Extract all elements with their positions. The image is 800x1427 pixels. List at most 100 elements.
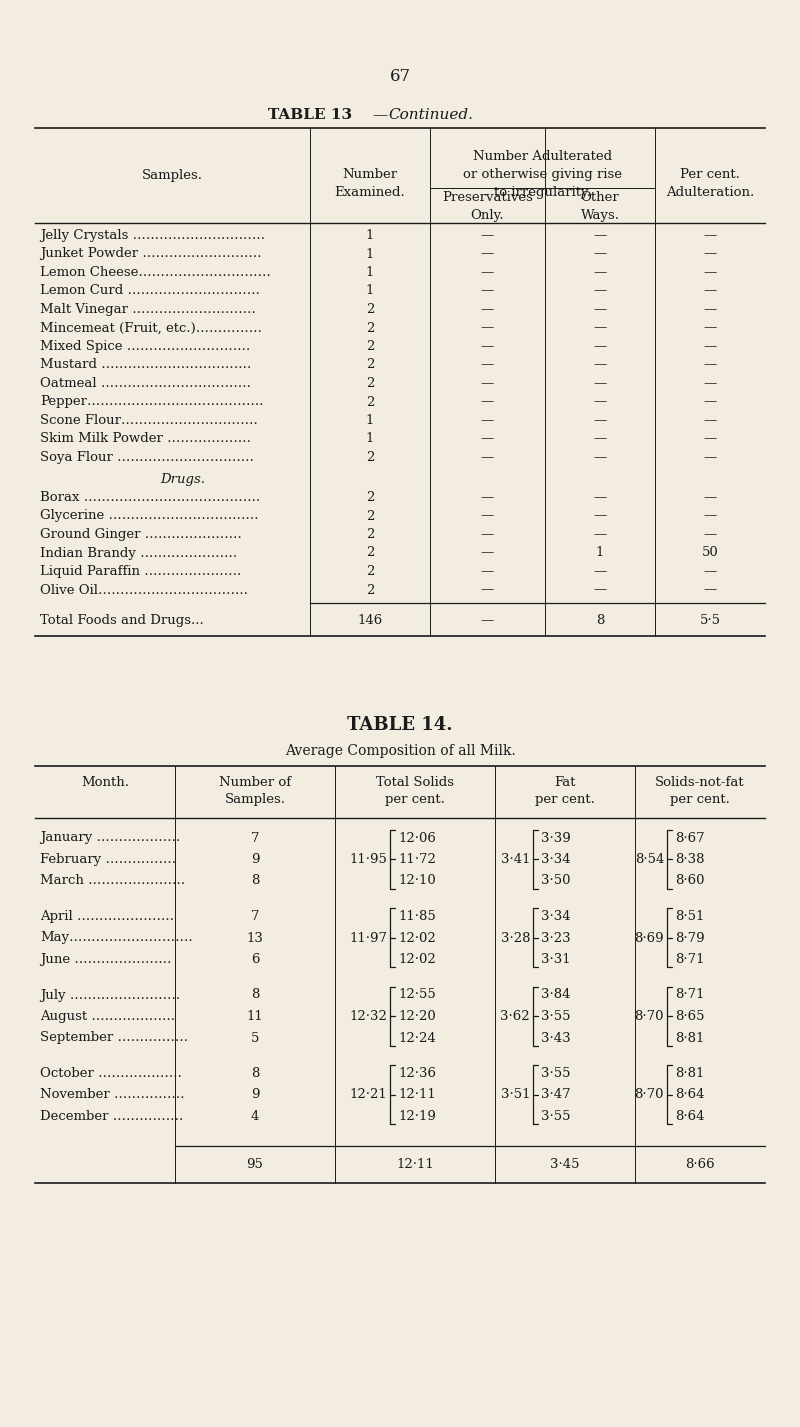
Text: Malt Vinegar ……………………….: Malt Vinegar ………………………. bbox=[40, 303, 256, 315]
Text: 3·39: 3·39 bbox=[541, 832, 570, 845]
Text: 8·38: 8·38 bbox=[675, 853, 705, 866]
Text: —: — bbox=[703, 228, 717, 243]
Text: 8·64: 8·64 bbox=[675, 1089, 705, 1102]
Text: 5·5: 5·5 bbox=[699, 614, 721, 626]
Text: —: — bbox=[481, 395, 494, 408]
Text: November …………….: November ……………. bbox=[40, 1089, 185, 1102]
Text: —: — bbox=[481, 284, 494, 297]
Text: —: — bbox=[703, 565, 717, 578]
Text: 1: 1 bbox=[366, 247, 374, 261]
Text: 8·70: 8·70 bbox=[634, 1089, 664, 1102]
Text: Other
Ways.: Other Ways. bbox=[581, 191, 619, 223]
Text: 11: 11 bbox=[246, 1010, 263, 1023]
Text: 3·55: 3·55 bbox=[541, 1067, 570, 1080]
Text: 1: 1 bbox=[366, 414, 374, 427]
Text: 12·02: 12·02 bbox=[398, 932, 436, 945]
Text: —: — bbox=[594, 451, 606, 464]
Text: 2: 2 bbox=[366, 321, 374, 334]
Text: 3·34: 3·34 bbox=[541, 853, 570, 866]
Text: TABLE 13: TABLE 13 bbox=[268, 108, 352, 121]
Text: 12·19: 12·19 bbox=[398, 1110, 436, 1123]
Text: 8·67: 8·67 bbox=[675, 832, 705, 845]
Text: 8: 8 bbox=[251, 989, 259, 1002]
Text: 5: 5 bbox=[251, 1032, 259, 1045]
Text: 3·55: 3·55 bbox=[541, 1010, 570, 1023]
Text: 3·41: 3·41 bbox=[501, 853, 530, 866]
Text: —: — bbox=[703, 303, 717, 315]
Text: —: — bbox=[703, 509, 717, 522]
Text: —: — bbox=[481, 247, 494, 261]
Text: —: — bbox=[481, 265, 494, 280]
Text: Per cent.
Adulteration.: Per cent. Adulteration. bbox=[666, 167, 754, 198]
Text: —: — bbox=[481, 432, 494, 445]
Text: —: — bbox=[594, 340, 606, 352]
Text: 12·06: 12·06 bbox=[398, 832, 436, 845]
Text: —: — bbox=[594, 491, 606, 504]
Text: Mustard …………………………….: Mustard ……………………………. bbox=[40, 358, 251, 371]
Text: 12·24: 12·24 bbox=[398, 1032, 436, 1045]
Text: February …………….: February ……………. bbox=[40, 853, 176, 866]
Text: 3·55: 3·55 bbox=[541, 1110, 570, 1123]
Text: 7: 7 bbox=[250, 910, 259, 923]
Text: —: — bbox=[594, 565, 606, 578]
Text: 12·11: 12·11 bbox=[398, 1089, 436, 1102]
Text: 12·02: 12·02 bbox=[398, 953, 436, 966]
Text: Drugs.: Drugs. bbox=[160, 472, 205, 485]
Text: 12·21: 12·21 bbox=[350, 1089, 387, 1102]
Text: 7: 7 bbox=[250, 832, 259, 845]
Text: 11·97: 11·97 bbox=[349, 932, 387, 945]
Text: —: — bbox=[703, 377, 717, 390]
Text: —: — bbox=[703, 584, 717, 596]
Text: —: — bbox=[481, 565, 494, 578]
Text: TABLE 14.: TABLE 14. bbox=[347, 715, 453, 733]
Text: Mixed Spice ……………………….: Mixed Spice ………………………. bbox=[40, 340, 250, 352]
Text: —: — bbox=[594, 414, 606, 427]
Text: 2: 2 bbox=[366, 303, 374, 315]
Text: —: — bbox=[703, 284, 717, 297]
Text: —: — bbox=[481, 528, 494, 541]
Text: Continued.: Continued. bbox=[388, 108, 473, 121]
Text: Solids-not-fat
per cent.: Solids-not-fat per cent. bbox=[655, 775, 745, 806]
Text: 1: 1 bbox=[366, 284, 374, 297]
Text: 3·84: 3·84 bbox=[541, 989, 570, 1002]
Text: 2: 2 bbox=[366, 491, 374, 504]
Text: —: — bbox=[703, 432, 717, 445]
Text: 1: 1 bbox=[596, 547, 604, 559]
Text: 11·85: 11·85 bbox=[398, 910, 436, 923]
Text: —: — bbox=[481, 228, 494, 243]
Text: —: — bbox=[481, 451, 494, 464]
Text: July …………………….: July ……………………. bbox=[40, 989, 180, 1002]
Text: Jelly Crystals …………………………: Jelly Crystals ………………………… bbox=[40, 228, 265, 243]
Text: 8·81: 8·81 bbox=[675, 1032, 704, 1045]
Text: 8: 8 bbox=[251, 875, 259, 888]
Text: —: — bbox=[703, 395, 717, 408]
Text: 8·54: 8·54 bbox=[634, 853, 664, 866]
Text: 3·50: 3·50 bbox=[541, 875, 570, 888]
Text: 9: 9 bbox=[250, 1089, 259, 1102]
Text: 8·66: 8·66 bbox=[685, 1157, 715, 1170]
Text: Average Composition of all Milk.: Average Composition of all Milk. bbox=[285, 743, 515, 758]
Text: 2: 2 bbox=[366, 584, 374, 596]
Text: 1: 1 bbox=[366, 228, 374, 243]
Text: Mincemeat (Fruit, etc.)……………: Mincemeat (Fruit, etc.)…………… bbox=[40, 321, 262, 334]
Text: —: — bbox=[481, 614, 494, 626]
Text: 12·20: 12·20 bbox=[398, 1010, 436, 1023]
Text: —: — bbox=[481, 491, 494, 504]
Text: May……………………….: May………………………. bbox=[40, 932, 193, 945]
Text: 11·95: 11·95 bbox=[349, 853, 387, 866]
Text: 12·32: 12·32 bbox=[349, 1010, 387, 1023]
Text: —: — bbox=[372, 108, 387, 121]
Text: 13: 13 bbox=[246, 932, 263, 945]
Text: —: — bbox=[703, 247, 717, 261]
Text: March ………………….: March …………………. bbox=[40, 875, 185, 888]
Text: —: — bbox=[703, 491, 717, 504]
Text: —: — bbox=[594, 247, 606, 261]
Text: 1: 1 bbox=[366, 265, 374, 280]
Text: Olive Oil…………………………….: Olive Oil……………………………. bbox=[40, 584, 248, 596]
Text: Lemon Cheese…………………………: Lemon Cheese………………………… bbox=[40, 265, 271, 280]
Text: 8·71: 8·71 bbox=[675, 953, 705, 966]
Text: 8·69: 8·69 bbox=[634, 932, 664, 945]
Text: —: — bbox=[594, 265, 606, 280]
Text: 3·31: 3·31 bbox=[541, 953, 570, 966]
Text: —: — bbox=[703, 340, 717, 352]
